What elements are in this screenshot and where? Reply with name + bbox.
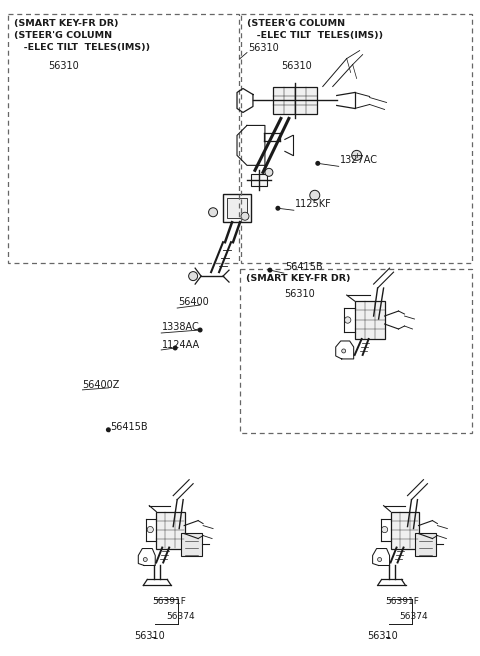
Circle shape	[378, 558, 382, 562]
Text: 1124AA: 1124AA	[162, 340, 200, 350]
Text: 56391F: 56391F	[385, 598, 420, 606]
Text: 1327AC: 1327AC	[340, 155, 378, 165]
Circle shape	[198, 327, 203, 333]
Bar	[251, 174, 267, 186]
Circle shape	[382, 527, 388, 533]
Circle shape	[106, 427, 111, 432]
Text: 1125KF: 1125KF	[295, 199, 332, 209]
Text: 56310: 56310	[134, 631, 165, 642]
Text: (SMART KEY-FR DR): (SMART KEY-FR DR)	[246, 274, 350, 283]
Text: -ELEC TILT  TELES(IMS)): -ELEC TILT TELES(IMS))	[247, 31, 383, 40]
Circle shape	[189, 272, 198, 281]
Text: (STEER'G COLUMN: (STEER'G COLUMN	[247, 19, 345, 28]
Text: 56415B: 56415B	[110, 422, 148, 432]
Circle shape	[241, 213, 249, 220]
Bar	[391, 512, 420, 548]
Text: 56310: 56310	[284, 289, 314, 299]
Circle shape	[310, 190, 320, 200]
Circle shape	[147, 527, 154, 533]
Text: 56374: 56374	[399, 613, 428, 621]
Circle shape	[342, 349, 346, 353]
Bar	[181, 533, 202, 556]
Circle shape	[315, 161, 320, 166]
Circle shape	[265, 169, 273, 176]
Circle shape	[209, 208, 217, 216]
Circle shape	[276, 206, 280, 211]
Text: (SMART KEY-FR DR): (SMART KEY-FR DR)	[14, 19, 119, 28]
Circle shape	[345, 317, 351, 323]
Text: 56310: 56310	[48, 60, 79, 71]
Text: 56310: 56310	[281, 60, 312, 71]
Bar	[241, 14, 472, 262]
Text: 56310: 56310	[368, 631, 398, 642]
Text: 56391F: 56391F	[152, 598, 186, 606]
Bar	[273, 87, 317, 114]
Bar	[227, 198, 247, 218]
Text: 56415B: 56415B	[285, 262, 323, 272]
Circle shape	[144, 558, 147, 562]
Text: 56400: 56400	[178, 297, 209, 307]
Circle shape	[267, 268, 273, 273]
Text: 1338AC: 1338AC	[162, 322, 200, 332]
Text: -ELEC TILT  TELES(IMS)): -ELEC TILT TELES(IMS))	[14, 43, 150, 52]
Circle shape	[352, 150, 361, 160]
Text: 56374: 56374	[166, 613, 195, 621]
Bar	[223, 194, 251, 222]
Bar	[355, 301, 384, 339]
Bar	[416, 533, 436, 556]
Text: 56310: 56310	[248, 43, 279, 52]
Circle shape	[173, 346, 178, 350]
Bar	[156, 512, 185, 548]
Text: (STEER'G COLUMN: (STEER'G COLUMN	[14, 31, 112, 40]
Bar	[8, 14, 239, 262]
Text: 56400Z: 56400Z	[83, 380, 120, 390]
Bar	[240, 269, 472, 433]
